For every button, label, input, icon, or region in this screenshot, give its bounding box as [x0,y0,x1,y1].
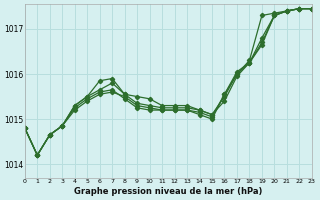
X-axis label: Graphe pression niveau de la mer (hPa): Graphe pression niveau de la mer (hPa) [74,187,262,196]
